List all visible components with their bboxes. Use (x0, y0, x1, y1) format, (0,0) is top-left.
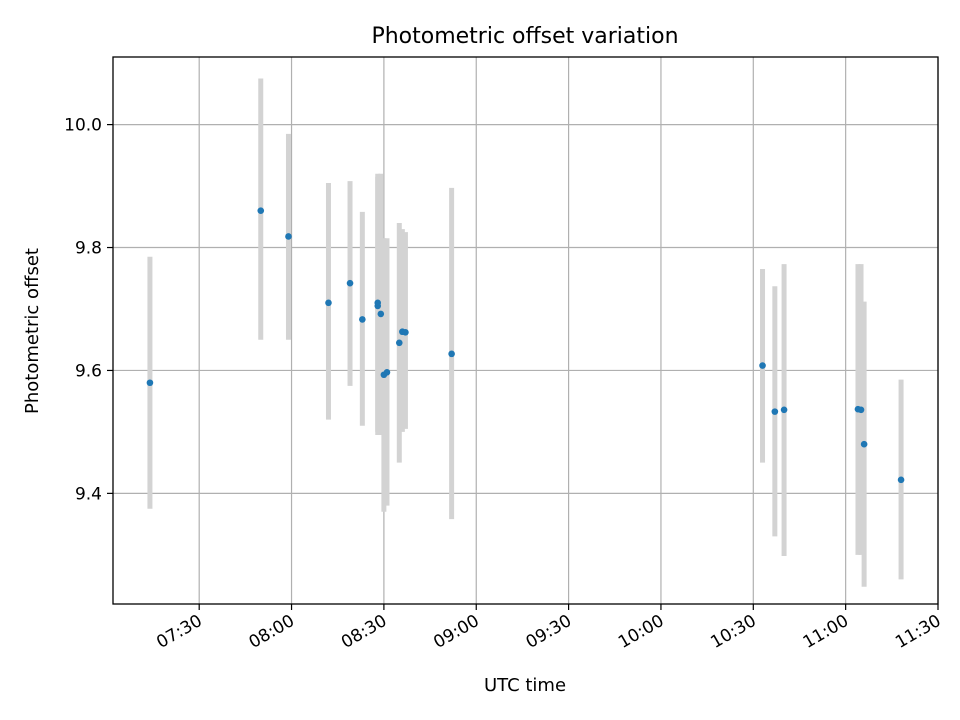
x-tick-label: 11:30 (892, 611, 944, 653)
data-point (780, 406, 788, 414)
data-point (325, 299, 332, 307)
data-point (395, 339, 403, 347)
point-layer (146, 207, 905, 484)
y-tick-label: 9.4 (75, 484, 102, 504)
data-point (771, 408, 779, 415)
data-point (146, 379, 154, 387)
x-tick-label: 10:00 (615, 611, 667, 653)
y-axis-label: Photometric offset (22, 248, 43, 414)
data-point (897, 476, 905, 484)
data-point (402, 329, 409, 336)
x-tick-label: 09:30 (523, 611, 575, 653)
grid-layer (113, 57, 939, 604)
chart-title: Photometric offset variation (371, 24, 678, 49)
data-point (377, 310, 385, 318)
data-point (374, 299, 382, 307)
data-point (285, 233, 292, 240)
y-tick-label: 9.8 (75, 239, 102, 259)
tick-layer: 07:30 08:00 08:30 09:00 09:30 10:00 10:30 11:00… (64, 116, 944, 653)
data-point (857, 406, 865, 414)
x-tick-label: 11:00 (800, 611, 852, 653)
data-point (383, 368, 391, 376)
data-point (359, 316, 366, 323)
data-point (759, 362, 766, 369)
x-tick-label: 08:30 (338, 611, 390, 653)
y-tick-label: 9.6 (75, 361, 102, 381)
x-tick-label: 09:00 (430, 611, 482, 653)
x-tick-label: 10:30 (707, 611, 759, 653)
data-point (257, 207, 265, 214)
data-point (860, 440, 868, 448)
x-axis-label: UTC time (484, 675, 566, 696)
errorbar-layer (147, 78, 904, 587)
plot-frame (112, 56, 939, 605)
y-tick-label: 10.0 (64, 116, 102, 136)
x-tick-label: 08:00 (246, 611, 298, 653)
x-tick-label: 07:30 (153, 611, 205, 653)
data-point (448, 350, 455, 358)
data-point (346, 279, 354, 287)
